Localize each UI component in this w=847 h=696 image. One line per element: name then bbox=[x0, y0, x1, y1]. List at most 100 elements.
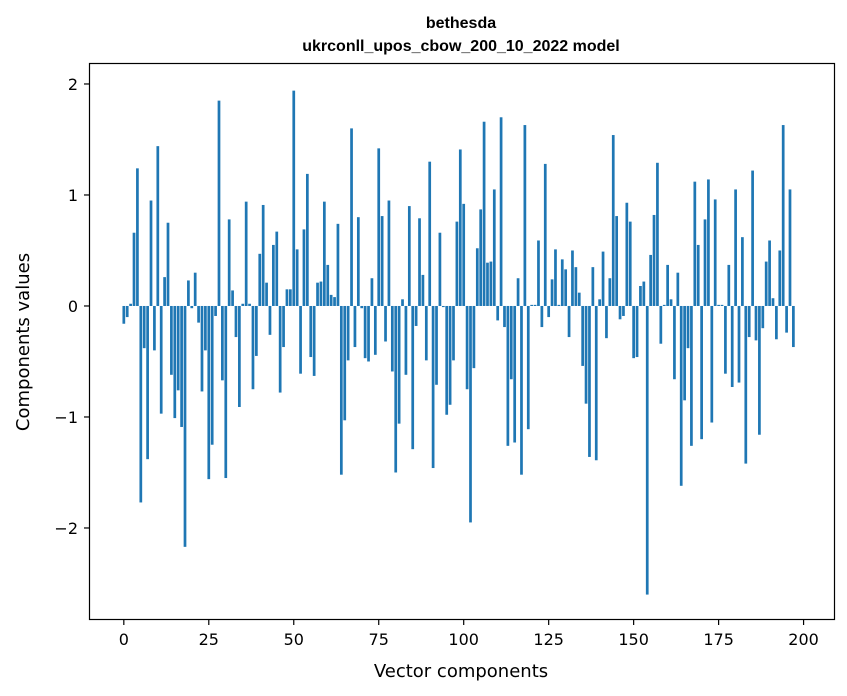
bar bbox=[628, 221, 632, 306]
bar bbox=[720, 304, 724, 306]
bar bbox=[248, 303, 251, 306]
bar bbox=[367, 305, 370, 362]
bar bbox=[737, 305, 741, 383]
bar bbox=[289, 289, 292, 306]
bar bbox=[445, 305, 449, 415]
bar bbox=[251, 305, 255, 390]
bar bbox=[506, 305, 510, 446]
bar bbox=[608, 278, 612, 306]
bar bbox=[642, 281, 646, 306]
bar bbox=[227, 219, 231, 306]
bar bbox=[788, 189, 792, 306]
bar bbox=[360, 305, 364, 309]
bar bbox=[458, 149, 462, 306]
bar bbox=[377, 148, 381, 306]
chart-title: bethesda bbox=[426, 15, 496, 32]
bar bbox=[690, 305, 693, 446]
bar bbox=[666, 264, 669, 306]
bar bbox=[591, 267, 595, 306]
bar bbox=[183, 305, 187, 547]
bar bbox=[557, 304, 561, 306]
bar bbox=[217, 100, 221, 306]
bar bbox=[727, 264, 731, 306]
bar bbox=[581, 305, 585, 366]
bar bbox=[469, 305, 472, 523]
bar bbox=[673, 305, 676, 380]
bar bbox=[156, 146, 160, 306]
bar bbox=[309, 305, 313, 358]
bar bbox=[452, 305, 455, 361]
bar bbox=[584, 305, 588, 404]
bar bbox=[231, 290, 234, 306]
bar bbox=[652, 214, 656, 306]
bar bbox=[571, 250, 574, 306]
bar bbox=[319, 281, 323, 306]
bar bbox=[153, 305, 156, 351]
bar bbox=[441, 305, 445, 308]
bar bbox=[163, 277, 166, 306]
bar bbox=[390, 305, 394, 372]
bar bbox=[574, 267, 578, 306]
y-tick-label: −1 bbox=[54, 408, 78, 427]
bar bbox=[316, 282, 319, 306]
bar bbox=[401, 299, 404, 306]
bar bbox=[761, 305, 765, 329]
bar bbox=[350, 128, 353, 306]
bar bbox=[200, 305, 204, 392]
bar bbox=[204, 305, 207, 351]
bar bbox=[540, 305, 544, 328]
bar bbox=[214, 305, 217, 316]
bar bbox=[554, 249, 557, 306]
bar bbox=[520, 305, 523, 475]
bar bbox=[258, 253, 262, 306]
bar bbox=[418, 218, 421, 306]
bar bbox=[683, 305, 686, 401]
bar bbox=[322, 201, 326, 306]
y-tick-label: 1 bbox=[68, 186, 78, 205]
bar bbox=[295, 249, 299, 306]
bar bbox=[312, 305, 316, 376]
bar bbox=[285, 289, 289, 306]
bar bbox=[193, 272, 197, 306]
bar bbox=[339, 305, 343, 475]
bar bbox=[594, 305, 598, 461]
bar bbox=[496, 305, 500, 321]
bar bbox=[149, 200, 153, 306]
bar bbox=[129, 303, 132, 306]
bar bbox=[492, 189, 496, 306]
bar bbox=[159, 305, 163, 414]
bar bbox=[384, 305, 387, 342]
bar bbox=[659, 305, 663, 344]
bar bbox=[241, 303, 245, 306]
x-tick-label: 75 bbox=[369, 630, 389, 649]
bar bbox=[278, 305, 282, 393]
bar bbox=[462, 203, 466, 306]
bar bbox=[611, 135, 615, 306]
bar bbox=[139, 305, 143, 503]
bar bbox=[431, 305, 435, 469]
y-tick-label: 0 bbox=[68, 297, 78, 316]
bar bbox=[707, 179, 710, 306]
bar bbox=[530, 304, 534, 306]
bar bbox=[136, 168, 139, 306]
bar bbox=[598, 299, 602, 306]
bar bbox=[305, 173, 309, 306]
bar bbox=[710, 305, 714, 423]
bar bbox=[509, 305, 513, 380]
bar bbox=[588, 305, 591, 457]
bar bbox=[363, 305, 367, 359]
bar bbox=[625, 202, 629, 306]
bar bbox=[394, 305, 398, 473]
bar bbox=[353, 305, 357, 348]
bar bbox=[656, 162, 659, 306]
bar bbox=[547, 305, 551, 318]
bar bbox=[268, 305, 272, 335]
bar bbox=[275, 231, 279, 306]
bar bbox=[686, 305, 690, 349]
plot-frame bbox=[88, 62, 836, 621]
bar bbox=[465, 305, 469, 390]
bar bbox=[567, 305, 571, 338]
bar bbox=[499, 117, 503, 306]
bar bbox=[537, 240, 540, 306]
bar bbox=[503, 305, 506, 328]
